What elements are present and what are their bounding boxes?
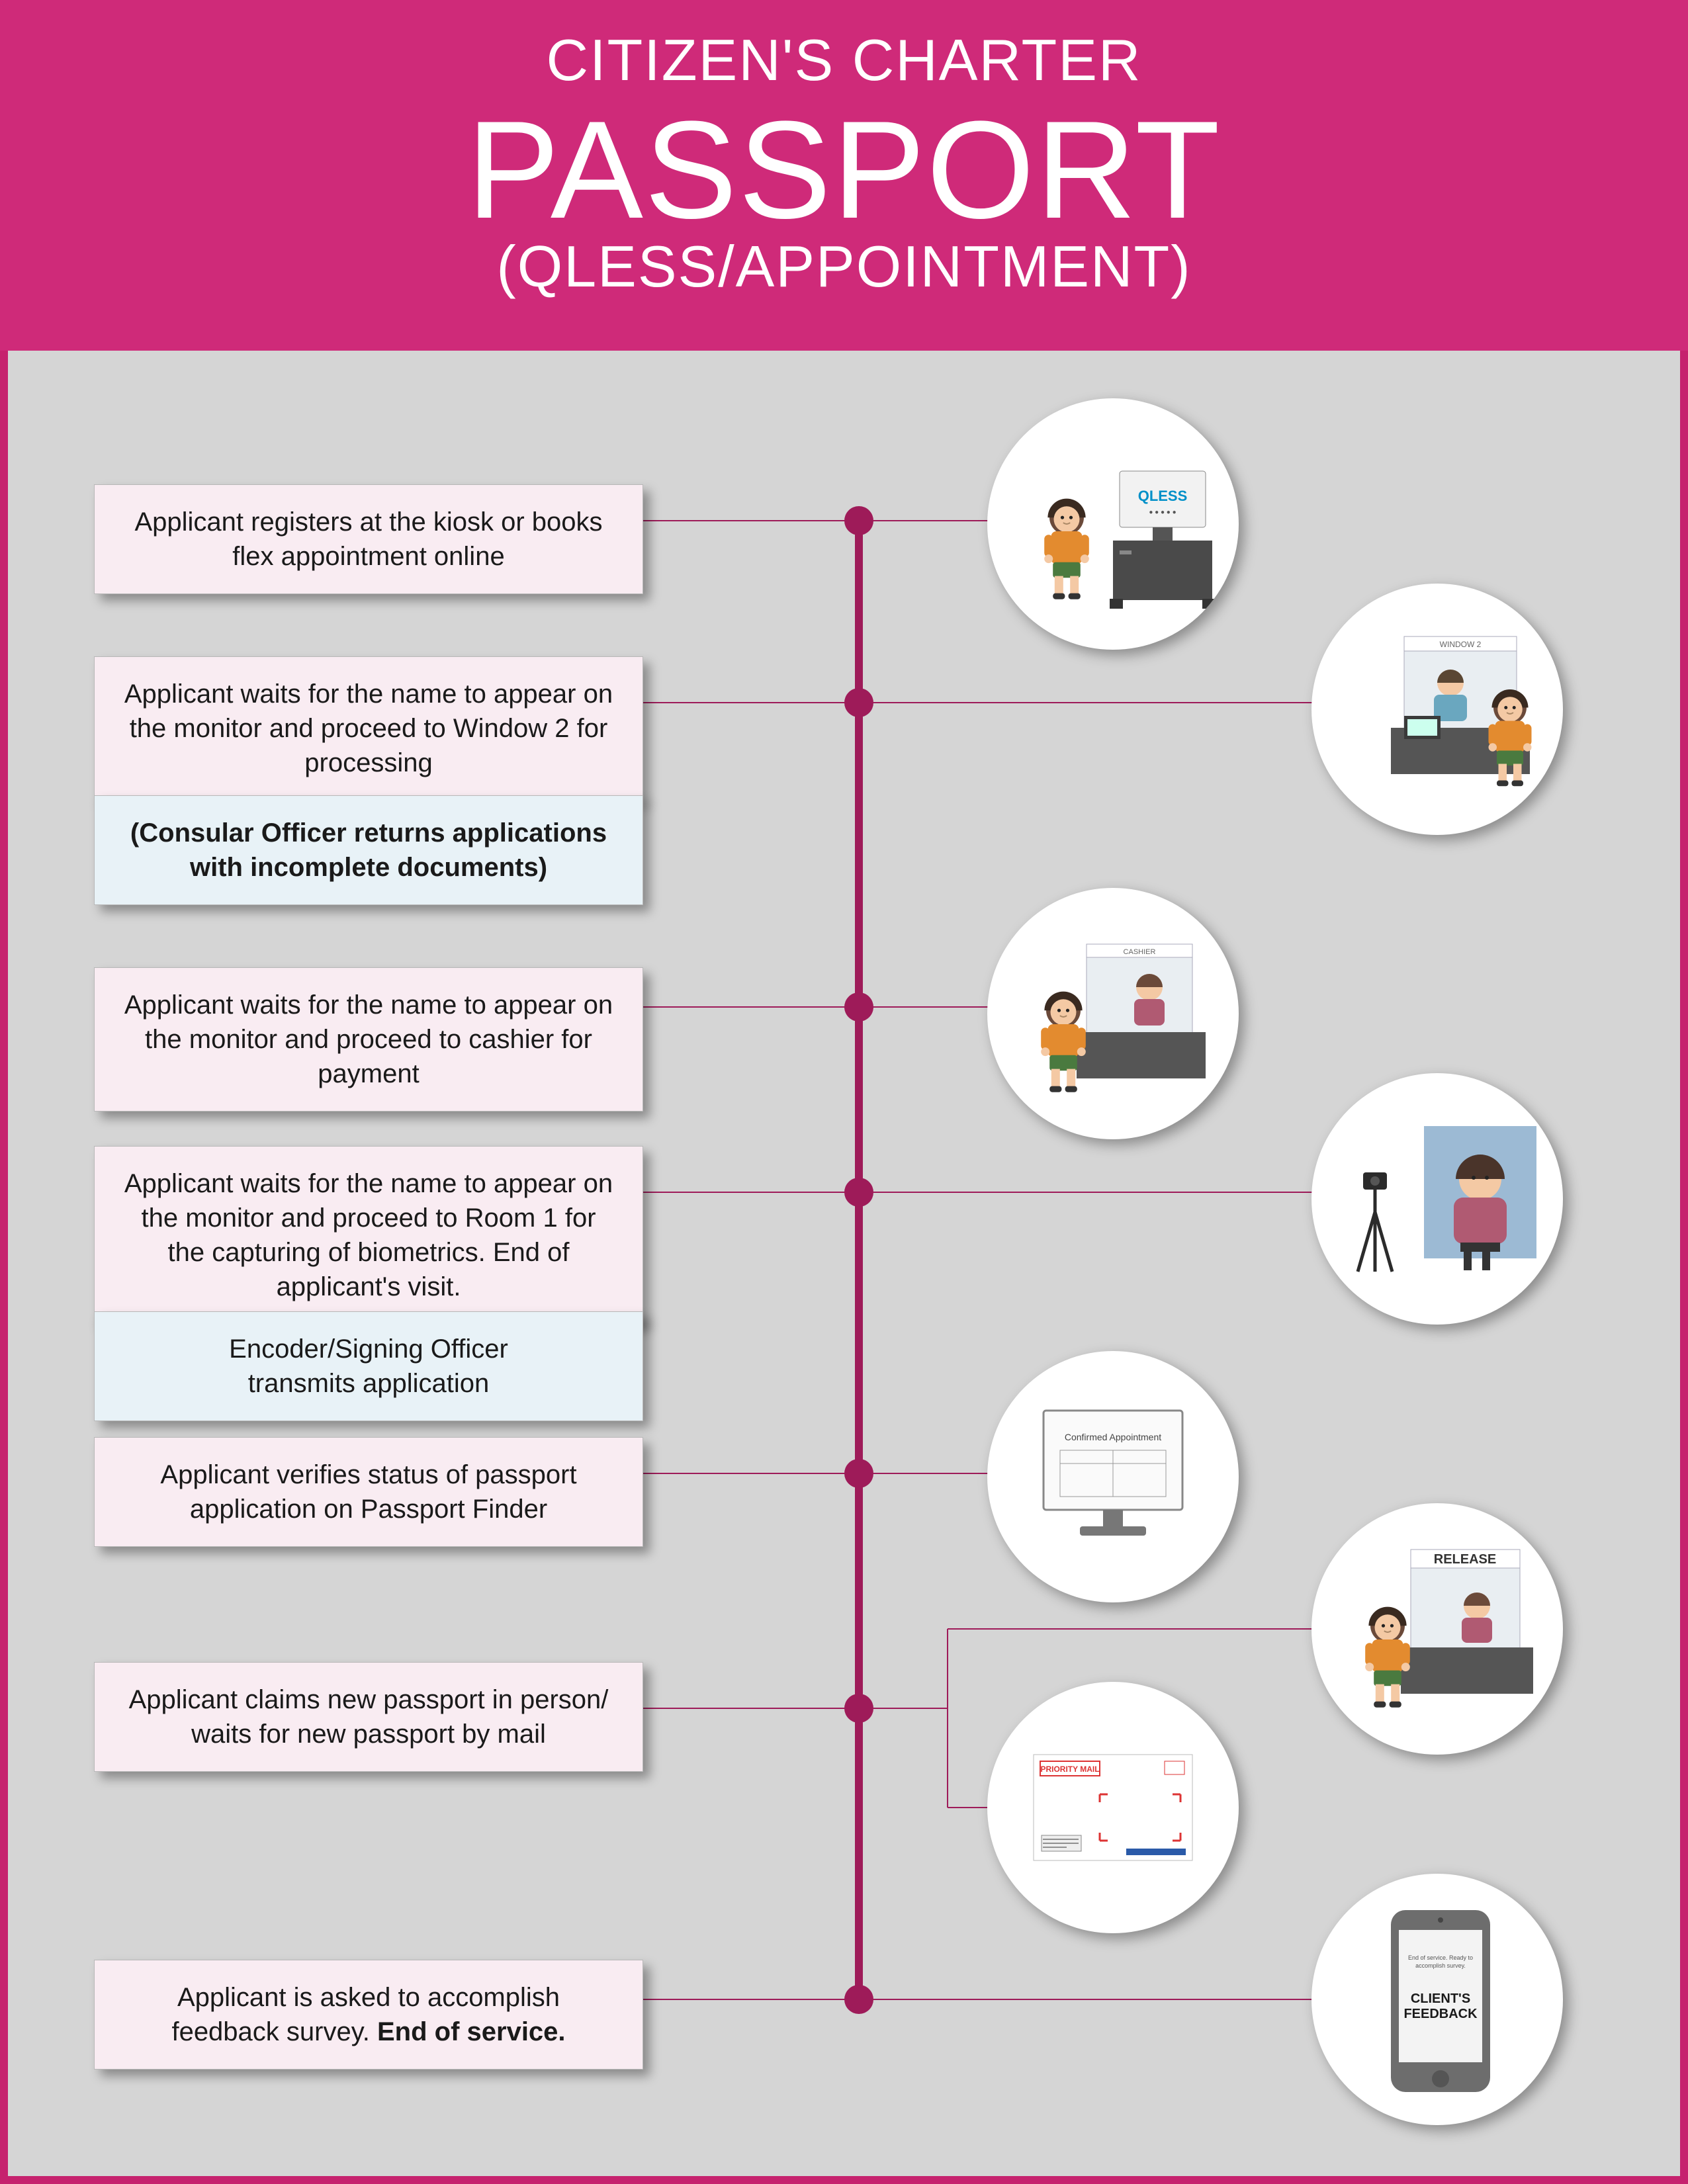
timeline-bar [855, 521, 863, 1999]
svg-text:Confirmed Appointment: Confirmed Appointment [1065, 1432, 1161, 1442]
phone-icon: End of service. Ready to accomplish surv… [1311, 1874, 1563, 2125]
connector-line [948, 1628, 1338, 1630]
header-line2: PASSPORT [0, 101, 1688, 240]
connector-line [643, 1473, 859, 1474]
connector-line [643, 1192, 859, 1193]
connector-line [868, 1999, 1338, 2000]
svg-text:accomplish survey.: accomplish survey. [1415, 1962, 1466, 1969]
connector-line [643, 702, 859, 703]
header-line3: (QLESS/APPOINTMENT) [0, 233, 1688, 300]
step-box: Applicant waits for the name to appear o… [94, 1146, 643, 1325]
svg-text:WINDOW 2: WINDOW 2 [1440, 640, 1482, 649]
page: CITIZEN'S CHARTER PASSPORT (QLESS/APPOIN… [0, 0, 1688, 2184]
connector-line [868, 1708, 948, 1709]
header-line1: CITIZEN'S CHARTER [0, 26, 1688, 94]
kiosk-icon: QLESS ● ● ● ● ● [987, 398, 1239, 650]
cashier-icon: CASHIER [987, 888, 1239, 1139]
step-box: Applicant waits for the name to appear o… [94, 656, 643, 801]
svg-text:RELEASE: RELEASE [1434, 1552, 1496, 1567]
step-box: Applicant is asked to accomplish feedbac… [94, 1960, 643, 2070]
svg-text:QLESS: QLESS [1138, 488, 1188, 504]
biometrics-icon [1311, 1073, 1563, 1325]
connector-line [643, 1999, 859, 2000]
step-box: Applicant verifies status of passport ap… [94, 1437, 643, 1547]
step-box: Applicant waits for the name to appear o… [94, 967, 643, 1112]
step-box: Applicant claims new passport in person/… [94, 1662, 643, 1772]
connector-line [643, 1708, 859, 1709]
connector-line [868, 1192, 1338, 1193]
step-box: Encoder/Signing Officer transmits applic… [94, 1311, 643, 1421]
svg-text:CLIENT'S: CLIENT'S [1411, 1991, 1470, 2006]
connector-line [868, 702, 1338, 703]
svg-text:● ● ● ● ●: ● ● ● ● ● [1149, 509, 1176, 516]
step-box: (Consular Officer returns applications w… [94, 795, 643, 905]
connector-line [643, 520, 859, 521]
svg-text:End of service. Ready to: End of service. Ready to [1408, 1954, 1473, 1961]
window-icon: WINDOW 2 [1311, 584, 1563, 835]
header: CITIZEN'S CHARTER PASSPORT (QLESS/APPOIN… [0, 0, 1688, 351]
step-box: Applicant registers at the kiosk or book… [94, 484, 643, 594]
release-icon: RELEASE [1311, 1503, 1563, 1755]
mail-icon: PRIORITY MAIL [987, 1682, 1239, 1933]
connector-line [947, 1629, 948, 1808]
svg-text:FEEDBACK: FEEDBACK [1403, 2007, 1478, 2021]
svg-text:CASHIER: CASHIER [1124, 948, 1156, 956]
svg-text:PRIORITY MAIL: PRIORITY MAIL [1040, 1765, 1099, 1774]
monitor-icon: Confirmed Appointment [987, 1351, 1239, 1602]
connector-line [643, 1006, 859, 1008]
